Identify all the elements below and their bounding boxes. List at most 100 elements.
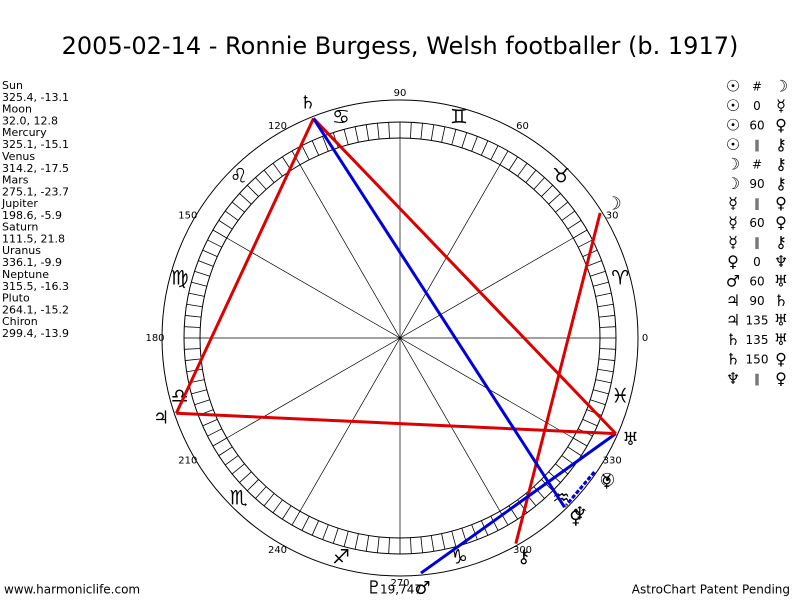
ring-tick xyxy=(225,210,239,221)
aspect-p1: ☉ xyxy=(726,96,740,115)
ring-tick xyxy=(430,535,435,552)
sign-glyph: ♈ xyxy=(611,265,629,289)
ring-tick xyxy=(578,239,593,248)
ring-tick xyxy=(420,536,423,553)
ring-tick xyxy=(525,169,537,183)
ring-tick xyxy=(597,303,614,308)
sign-glyph: ♑ xyxy=(450,545,468,569)
ring-tick xyxy=(573,437,588,447)
ring-tick xyxy=(255,486,267,499)
ring-tick xyxy=(451,129,457,145)
aspect-p2: ♀ xyxy=(775,369,787,388)
ring-tick xyxy=(490,145,499,160)
ring-tick xyxy=(561,210,575,221)
ring-tick xyxy=(231,463,245,475)
ring-tick xyxy=(212,437,227,447)
degree-label: 30 xyxy=(606,211,619,222)
aspect-p2: ♅ xyxy=(774,272,788,291)
planet-name: Jupiter xyxy=(1,197,38,210)
aspect-type: # xyxy=(752,158,762,172)
ring-tick xyxy=(202,418,218,427)
ring-tick xyxy=(218,220,233,230)
ring-tick xyxy=(207,239,222,248)
ring-tick xyxy=(388,537,390,554)
aspect-type: 135 xyxy=(746,333,769,347)
planet-name: Chiron xyxy=(2,315,38,328)
ring-tick xyxy=(218,446,233,456)
ring-tick xyxy=(586,260,602,267)
aspect-p1: ♀ xyxy=(727,252,739,271)
degree-label: 60 xyxy=(516,121,529,132)
aspect-line xyxy=(420,432,617,575)
ring-tick xyxy=(272,499,283,513)
ring-tick xyxy=(598,358,615,361)
aspect-line xyxy=(312,117,566,509)
aspect-type: ∥ xyxy=(754,138,760,152)
ring-tick xyxy=(185,358,202,361)
planet-name: Mars xyxy=(2,173,29,186)
aspect-p1: ☿ xyxy=(728,194,738,213)
planet-name: Mercury xyxy=(2,126,47,139)
ring-tick xyxy=(377,123,380,140)
aspect-type: 60 xyxy=(749,275,764,289)
aspect-p1: ☿ xyxy=(728,233,738,252)
aspect-type: 150 xyxy=(746,353,769,367)
ring-tick xyxy=(541,479,554,492)
ring-tick xyxy=(191,389,207,395)
ring-tick xyxy=(322,524,329,540)
planet-glyph: ☉ xyxy=(599,470,615,491)
ring-tick xyxy=(471,524,478,540)
sign-glyph: ♍ xyxy=(171,265,189,289)
aspect-line xyxy=(176,411,616,436)
sign-glyph: ♌ xyxy=(230,163,248,187)
degree-label: 120 xyxy=(268,121,287,132)
aspect-p2: ♀ xyxy=(775,116,787,135)
aspect-p1: ☽ xyxy=(726,155,740,174)
ring-tick xyxy=(194,270,210,277)
planet-name: Uranus xyxy=(2,244,41,257)
ring-tick xyxy=(533,177,545,190)
ring-tick xyxy=(343,129,349,145)
aspect-line xyxy=(174,117,315,414)
ring-tick xyxy=(255,177,267,190)
planet-name: Moon xyxy=(2,103,32,116)
aspect-p2: ♅ xyxy=(774,311,788,330)
planet-position: 325.1, -15.1 xyxy=(2,138,69,151)
ring-tick xyxy=(231,201,245,213)
ring-tick xyxy=(365,124,370,141)
degree-label: 240 xyxy=(268,545,287,556)
aspect-p2: ⚷ xyxy=(775,135,787,154)
planet-name: Neptune xyxy=(2,268,49,281)
ring-tick xyxy=(207,428,222,437)
aspect-type: 0 xyxy=(753,99,761,113)
sign-glyph: ♏ xyxy=(230,486,248,510)
aspect-p2: ♄ xyxy=(774,291,788,310)
aspect-p2: ♀ xyxy=(775,194,787,213)
ring-tick xyxy=(582,418,598,427)
ring-tick xyxy=(499,150,509,165)
ring-tick xyxy=(517,163,528,177)
sign-glyph: ♉ xyxy=(552,163,570,187)
aspect-line xyxy=(312,117,617,435)
aspect-p1: ☽ xyxy=(726,174,740,193)
sign-glyph: ♐ xyxy=(332,545,350,569)
ring-tick xyxy=(499,511,509,526)
ring-tick xyxy=(263,493,275,507)
aspect-type: ∥ xyxy=(754,236,760,250)
sign-glyph: ♓ xyxy=(611,384,629,408)
planet-glyph: ☿ xyxy=(601,471,612,492)
ring-tick xyxy=(239,193,252,205)
ring-tick xyxy=(410,537,412,554)
degree-label: 90 xyxy=(394,88,407,99)
aspect-p1: ☉ xyxy=(726,77,740,96)
aspect-p2: ♀ xyxy=(775,350,787,369)
ring-tick xyxy=(186,303,203,308)
degree-label: 210 xyxy=(178,456,197,467)
ring-tick xyxy=(590,270,606,277)
ring-tick xyxy=(332,528,339,544)
ring-tick xyxy=(567,220,582,230)
ring-tick xyxy=(301,516,310,531)
aspect-p2: ♀ xyxy=(775,213,787,232)
ring-tick xyxy=(212,229,227,239)
sign-glyph: ♊ xyxy=(450,104,468,128)
